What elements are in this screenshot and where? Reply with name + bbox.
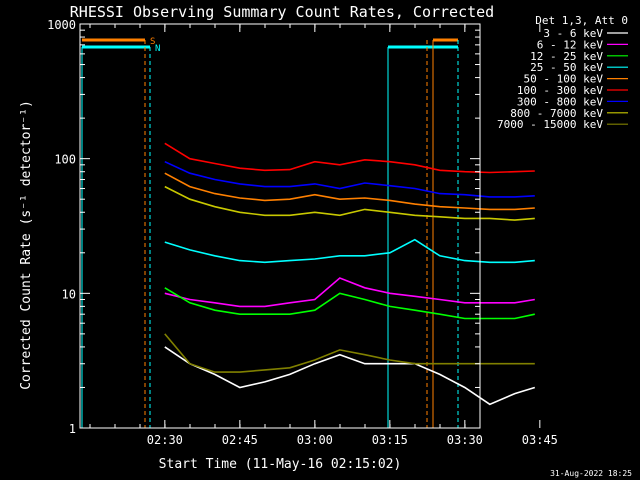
x-axis-label: Start Time (11-May-16 02:15:02) bbox=[159, 457, 402, 472]
y-tick-label: 1000 bbox=[47, 18, 76, 32]
y-axis-label: Corrected Count Rate (s⁻¹ detector⁻¹) bbox=[19, 100, 34, 390]
series-layer bbox=[164, 142, 536, 406]
x-tick-label: 03:45 bbox=[522, 433, 558, 447]
y-tick-label: 10 bbox=[62, 287, 76, 301]
series-line bbox=[164, 185, 535, 221]
legend-label: 100 - 300 keV bbox=[517, 84, 603, 97]
legend-label: 7000 - 15000 keV bbox=[497, 118, 603, 131]
night-flag-label: N bbox=[155, 44, 160, 54]
legend-label: 12 - 25 keV bbox=[530, 50, 603, 63]
plot-frame bbox=[79, 23, 481, 429]
series-line bbox=[164, 277, 535, 308]
axes-layer: 02:30 02:45 03:00 03:15 03:30 03:45 1 10 100 1000 bbox=[47, 18, 558, 447]
legend-title: Det 1,3, Att 0 bbox=[535, 14, 628, 27]
series-line bbox=[164, 287, 535, 320]
footer-date: 31-Aug-2022 18:25 bbox=[550, 469, 632, 478]
series-line bbox=[164, 172, 535, 211]
x-tick-label: 02:30 bbox=[147, 433, 183, 447]
x-tick-label: 02:45 bbox=[222, 433, 258, 447]
y-tick-label: 100 bbox=[54, 153, 76, 167]
saa-flag-label: S bbox=[150, 37, 155, 47]
legend-label: 50 - 100 keV bbox=[524, 73, 604, 86]
legend-label: 3 - 6 keV bbox=[543, 27, 603, 40]
series-line bbox=[164, 238, 535, 264]
legend-label: 6 - 12 keV bbox=[537, 38, 604, 51]
series-line bbox=[164, 346, 536, 406]
legend-label: 300 - 800 keV bbox=[517, 95, 603, 108]
series-line bbox=[164, 160, 535, 198]
x-tick-label: 03:30 bbox=[447, 433, 483, 447]
legend-label: 25 - 50 keV bbox=[530, 61, 603, 74]
y-tick-label: 1 bbox=[69, 422, 76, 436]
x-tick-label: 03:00 bbox=[297, 433, 333, 447]
chart-title: RHESSI Observing Summary Count Rates, Co… bbox=[70, 3, 494, 21]
legend-label: 800 - 7000 keV bbox=[510, 107, 603, 120]
x-tick-label: 03:15 bbox=[372, 433, 408, 447]
